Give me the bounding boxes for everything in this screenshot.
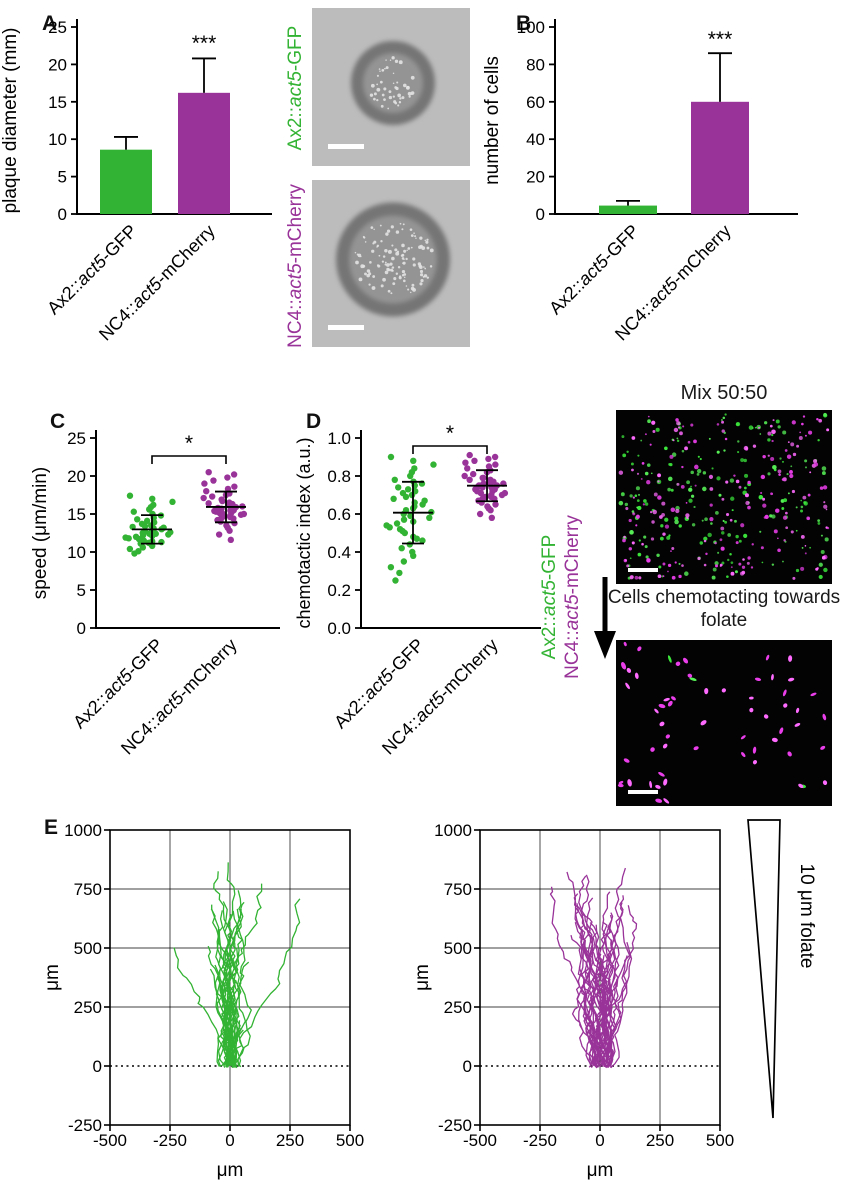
svg-text:Ax2::act5-GFP: Ax2::act5-GFP	[545, 221, 643, 319]
svg-text:250: 250	[646, 1131, 674, 1150]
panel-letter-a: A	[42, 12, 58, 35]
svg-text:20: 20	[526, 168, 545, 187]
svg-text:60: 60	[526, 93, 545, 112]
svg-text:-250: -250	[153, 1131, 187, 1150]
svg-text:-250: -250	[68, 1116, 102, 1135]
svg-text:plaque diameter (mm): plaque diameter (mm)	[0, 28, 21, 214]
svg-text:500: 500	[336, 1131, 364, 1150]
svg-text:80: 80	[526, 55, 545, 74]
svg-text:500: 500	[444, 939, 472, 958]
fluorescence-image-mix	[616, 410, 832, 584]
svg-text:0: 0	[58, 205, 67, 224]
chart-D: 0.0 0.2 0.4 0.6 0.8 1.0 chemotactic index (a.u…	[295, 400, 555, 800]
svg-text:speed (μm/min): speed (μm/min)	[30, 467, 51, 599]
panel-letter-e: E	[44, 816, 59, 839]
svg-text:10: 10	[48, 130, 67, 149]
svg-text:0: 0	[463, 1057, 472, 1076]
svg-text:250: 250	[276, 1131, 304, 1150]
arrow-down-icon	[590, 574, 620, 662]
plaque-image-bottom-svg	[312, 180, 470, 347]
plaque-label-bottom: NC4::act5-mCherry	[285, 184, 306, 348]
chart-A: 0 5 10 15 20 25 plaque diameter (mm) Ax2::act5-…	[0, 0, 290, 395]
gradient-triangle-icon	[742, 812, 846, 1200]
chemotaxis-caption: Cells chemotacting towards folate	[607, 587, 841, 632]
svg-text:250: 250	[444, 998, 472, 1017]
mix-title: Mix 50:50	[680, 382, 768, 404]
svg-text:15: 15	[48, 93, 67, 112]
fluorescence-image-mix-svg	[616, 410, 832, 584]
svg-text:-250: -250	[438, 1116, 472, 1135]
svg-text:1000: 1000	[434, 821, 472, 840]
svg-text:-500: -500	[463, 1131, 497, 1150]
svg-text:1000: 1000	[64, 821, 102, 840]
legend-label-purple: NC4::act5-mCherry	[562, 515, 583, 679]
plaque-image-top-svg	[312, 8, 470, 166]
panel-letter-d: D	[306, 410, 322, 433]
svg-text:0.6: 0.6	[327, 505, 351, 524]
tracks-left: -500 -250 0 250 500 -250 0 250 500 750 1000 μm μm	[30, 812, 382, 1200]
svg-text:750: 750	[444, 880, 472, 899]
arrow-down-icon-svg	[594, 577, 616, 659]
svg-text:***: ***	[192, 32, 217, 55]
chart-D-svg: 0.0 0.2 0.4 0.6 0.8 1.0 chemotactic index (a.u…	[295, 422, 541, 758]
svg-text:number of cells: number of cells	[482, 56, 503, 185]
legend-label-green: Ax2::act5-GFP	[539, 534, 560, 660]
svg-text:*: *	[185, 432, 193, 455]
svg-text:500: 500	[74, 939, 102, 958]
svg-text:20: 20	[67, 467, 86, 486]
svg-text:-250: -250	[523, 1131, 557, 1150]
svg-text:0.0: 0.0	[327, 619, 351, 638]
svg-text:25: 25	[48, 18, 67, 37]
svg-text:5: 5	[58, 168, 67, 187]
svg-text:μm: μm	[412, 964, 433, 991]
svg-text:***: ***	[708, 28, 733, 51]
svg-text:μm: μm	[217, 1160, 244, 1181]
svg-text:0: 0	[595, 1131, 604, 1150]
svg-text:20: 20	[48, 55, 67, 74]
svg-text:0: 0	[225, 1131, 234, 1150]
plaque-image-bottom	[312, 180, 470, 347]
gradient-triangle-icon-svg	[747, 819, 781, 1119]
chart-C: 0 5 10 15 20 25 speed (μm/min) Ax2::act5-GFP NC4…	[30, 400, 305, 800]
svg-text:0.4: 0.4	[327, 543, 351, 562]
svg-text:250: 250	[74, 998, 102, 1017]
panel-letter-b: B	[516, 12, 532, 35]
svg-text:15: 15	[67, 505, 86, 524]
fluorescence-image-folate	[616, 640, 832, 806]
svg-text:1.0: 1.0	[327, 429, 351, 448]
svg-text:10: 10	[67, 543, 86, 562]
fluorescence-image-folate-svg	[616, 640, 832, 806]
svg-text:0.2: 0.2	[327, 581, 351, 600]
svg-text:750: 750	[74, 880, 102, 899]
panel-letter-c: C	[50, 410, 66, 433]
svg-text:5: 5	[77, 581, 86, 600]
svg-text:25: 25	[67, 429, 86, 448]
tracks-right: -500 -250 0 250 500 -250 0 250 500 750 1000 μm μm	[400, 812, 752, 1200]
plaque-label-top: Ax2::act5-GFP	[285, 25, 306, 151]
svg-text:chemotactic index (a.u.): chemotactic index (a.u.)	[295, 437, 314, 628]
svg-text:μm: μm	[42, 964, 63, 991]
plaque-image-top	[312, 8, 470, 166]
svg-text:-500: -500	[93, 1131, 127, 1150]
svg-text:*: *	[446, 422, 454, 445]
svg-text:0: 0	[93, 1057, 102, 1076]
svg-text:μm: μm	[587, 1160, 614, 1181]
svg-text:0: 0	[77, 619, 86, 638]
svg-text:500: 500	[706, 1131, 734, 1150]
svg-text:40: 40	[526, 130, 545, 149]
gradient-label: 10 μm folate	[796, 863, 817, 969]
svg-text:0: 0	[536, 205, 545, 224]
svg-text:100: 100	[517, 18, 545, 37]
svg-text:0.8: 0.8	[327, 467, 351, 486]
